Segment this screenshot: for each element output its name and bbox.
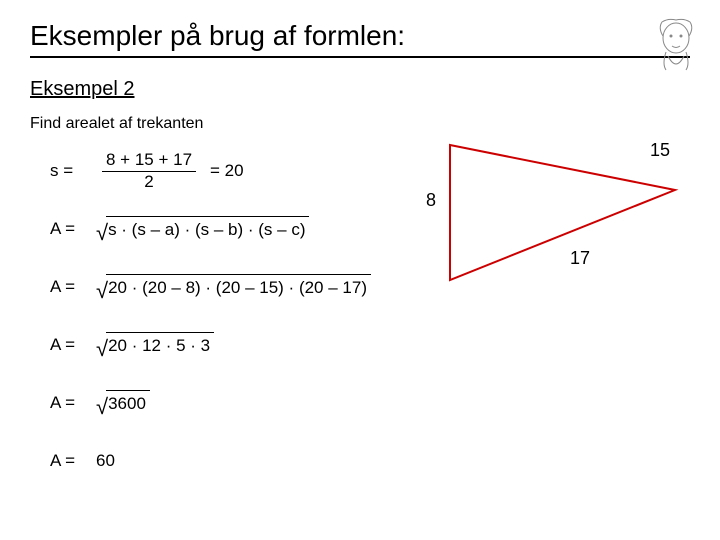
a3-lhs: A = [50, 335, 96, 355]
a4-arg: 3600 [106, 390, 150, 415]
frac-numerator: 8 + 15 + 17 [102, 150, 196, 171]
step-a5: A = 60 [50, 441, 690, 481]
a2-lhs: A = [50, 277, 96, 297]
radical-icon: √ [96, 280, 108, 302]
a5-lhs: A = [50, 451, 96, 471]
side-c-label: 17 [570, 248, 590, 269]
a1-arg: s · (s – a) · (s – b) · (s – c) [106, 216, 309, 241]
a1-lhs: A = [50, 219, 96, 239]
step-a3: A = √ 20 · 12 · 5 · 3 [50, 325, 690, 365]
step-a4: A = √ 3600 [50, 383, 690, 423]
fraction: 8 + 15 + 17 2 [102, 150, 196, 192]
example-subtitle: Eksempel 2 [30, 78, 690, 101]
sqrt: √ 3600 [96, 390, 150, 415]
side-a-label: 8 [426, 190, 436, 211]
page-title: Eksempler på brug af formlen: [30, 20, 690, 52]
side-b-label: 15 [650, 140, 670, 161]
heron-portrait-icon [652, 16, 700, 72]
sqrt: √ 20 · (20 – 8) · (20 – 15) · (20 – 17) [96, 274, 371, 299]
s-result: = 20 [210, 161, 244, 181]
title-underline [30, 56, 690, 58]
a4-lhs: A = [50, 393, 96, 413]
sqrt: √ 20 · 12 · 5 · 3 [96, 332, 214, 357]
triangle-figure: 8 15 17 [420, 130, 690, 290]
radical-icon: √ [96, 396, 108, 418]
a3-arg: 20 · 12 · 5 · 3 [106, 332, 214, 357]
frac-denominator: 2 [140, 172, 157, 192]
radical-icon: √ [96, 338, 108, 360]
sqrt: √ s · (s – a) · (s – b) · (s – c) [96, 216, 309, 241]
s-lhs: s = [50, 161, 96, 181]
a2-arg: 20 · (20 – 8) · (20 – 15) · (20 – 17) [106, 274, 371, 299]
radical-icon: √ [96, 222, 108, 244]
slide: Eksempler på brug af formlen: Eksempel 2… [0, 0, 720, 540]
a5-val: 60 [96, 451, 115, 471]
